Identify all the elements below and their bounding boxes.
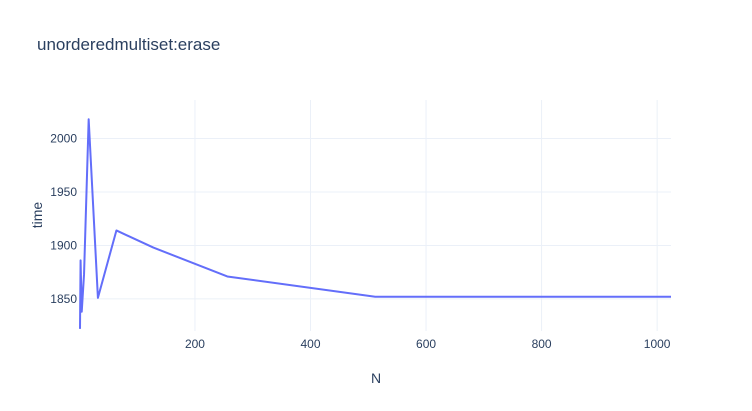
x-tick-label: 200	[185, 337, 205, 351]
x-axis-ticks: 200 400 600 800 1000	[185, 337, 671, 351]
y-tick-label: 1900	[50, 238, 77, 252]
y-axis-title: time	[29, 202, 45, 229]
y-tick-label: 1850	[50, 292, 77, 306]
x-tick-label: 600	[416, 337, 436, 351]
series-line	[79, 118, 671, 329]
x-tick-label: 800	[532, 337, 552, 351]
y-axis-ticks: 1850 1900 1950 2000	[50, 132, 77, 306]
x-axis-title: N	[371, 370, 381, 386]
y-tick-label: 2000	[50, 132, 77, 146]
y-tick-label: 1950	[50, 185, 77, 199]
gridlines	[80, 100, 671, 331]
series-layer	[79, 118, 671, 329]
x-tick-label: 1000	[644, 337, 671, 351]
x-tick-label: 400	[300, 337, 320, 351]
chart-title: unorderedmultiset:erase	[37, 35, 220, 54]
